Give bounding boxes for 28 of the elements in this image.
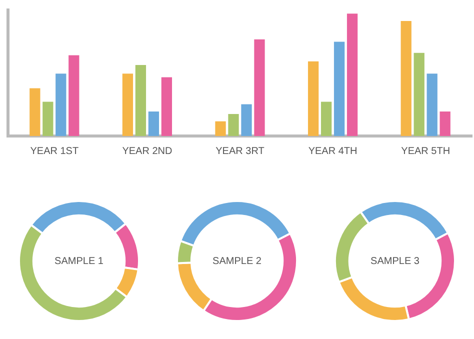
bar (148, 112, 160, 136)
bar (228, 114, 239, 136)
bar (400, 21, 412, 136)
bar (135, 65, 146, 136)
bar (30, 88, 40, 136)
bar (334, 42, 345, 136)
bar (320, 102, 332, 136)
x-tick-label: YEAR 5TH (401, 146, 450, 157)
bar (426, 74, 438, 136)
bar (68, 55, 80, 136)
x-tick-label: YEAR 1ST (30, 146, 79, 157)
bar (346, 14, 358, 136)
bar (122, 74, 134, 136)
x-tick-label: YEAR 3RT (216, 146, 264, 157)
bar (241, 104, 252, 136)
bar (161, 77, 172, 136)
bar (414, 52, 424, 136)
bar (56, 74, 66, 136)
bar (308, 61, 319, 136)
text: SAMPLE 2 (212, 256, 262, 267)
bar (215, 121, 226, 136)
text: SAMPLE 1 (54, 256, 104, 267)
bar (254, 39, 265, 136)
x-tick-label: YEAR 2ND (122, 146, 172, 157)
bar (440, 112, 450, 136)
text: SAMPLE 3 (370, 256, 420, 267)
x-tick-label: YEAR 4TH (308, 146, 358, 157)
bar (42, 102, 54, 136)
